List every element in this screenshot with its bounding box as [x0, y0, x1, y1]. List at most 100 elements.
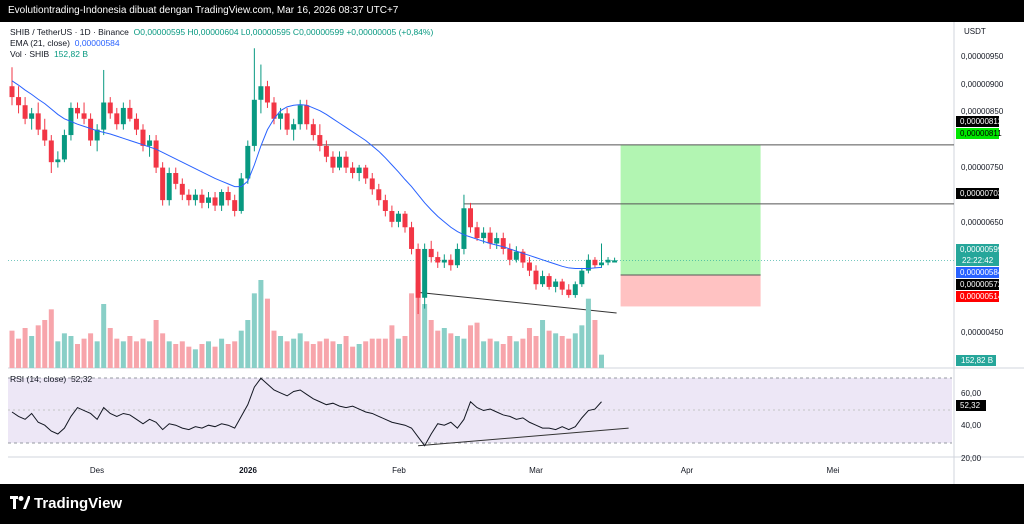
candle-body: [599, 262, 604, 266]
volume-bar: [101, 304, 107, 368]
candle-body: [592, 259, 598, 266]
candle-body: [520, 251, 526, 263]
chart-area[interactable]: USDT 0,00000950 0,00000900 0,00000850 0,…: [0, 22, 1024, 484]
rsi-tick: 60,00: [961, 389, 982, 398]
candle-body: [278, 113, 284, 119]
long-position-loss-zone: [620, 274, 761, 307]
legend-ohlc-row[interactable]: SHIB / TetherUS · 1D · Binance O0,000005…: [10, 27, 433, 37]
rsi-tick: 40,00: [961, 421, 982, 430]
price-tick: 0,00000900: [961, 80, 1004, 89]
volume-bar: [468, 325, 473, 368]
volume-bar: [507, 336, 513, 368]
chart-attribution: Evolutiontrading-Indonesia dibuat dengan…: [8, 5, 399, 16]
tag-ema: 0,00000584: [956, 267, 1003, 278]
candle-body: [48, 140, 54, 163]
volume-bar: [422, 304, 428, 368]
volume-bar: [402, 336, 408, 368]
candle-body: [585, 259, 591, 271]
volume-bar: [297, 333, 303, 368]
volume-bar: [520, 338, 526, 368]
candle-body: [566, 289, 572, 296]
candle-body: [232, 200, 238, 211]
legend-rsi-row[interactable]: RSI (14, close) 52,32: [10, 374, 92, 384]
svg-text:0,00000572: 0,00000572: [960, 280, 1003, 289]
volume-bar: [173, 344, 179, 368]
candle-body: [500, 238, 506, 249]
candle-body: [494, 238, 500, 244]
legend-rsi-value: 52,32: [70, 374, 93, 384]
volume-bar: [540, 320, 546, 368]
volume-bar: [409, 293, 415, 368]
candle-body: [245, 145, 251, 179]
long-position-profit-zone: [620, 144, 761, 275]
candle-body: [461, 208, 467, 249]
tradingview-logo-icon: [10, 496, 30, 509]
candle-body: [376, 189, 382, 201]
currency-label: USDT: [964, 27, 986, 36]
volume-bar: [35, 325, 41, 368]
tag-countdown: 22:22:42: [956, 255, 999, 266]
candle-body: [395, 213, 401, 222]
volume-bar: [291, 338, 297, 368]
volume-bar: [120, 341, 126, 368]
volume-bar: [474, 322, 480, 368]
volume-bar: [369, 338, 375, 368]
candle-body: [612, 260, 618, 263]
candle-body: [173, 173, 179, 184]
volume-bar: [199, 344, 205, 368]
legend-vol-row[interactable]: Vol · SHIB 152,82 B: [10, 49, 88, 59]
candle-body: [22, 105, 28, 119]
legend-vol-label: Vol · SHIB: [10, 49, 50, 59]
candle-body: [369, 178, 375, 190]
candle-body: [94, 129, 100, 141]
time-tick: Apr: [681, 466, 694, 475]
volume-bar: [513, 341, 519, 368]
candle-body: [605, 259, 611, 263]
time-tick: Mar: [529, 466, 543, 475]
candle-body: [356, 167, 362, 174]
footer-bar: TradingView: [0, 484, 1024, 524]
candle-body: [441, 259, 447, 263]
volume-bar: [245, 320, 251, 368]
candle-body: [310, 124, 316, 136]
volume-bar: [323, 338, 329, 368]
volume-bar: [350, 346, 356, 368]
candle-body: [540, 276, 546, 285]
volume-bar: [592, 320, 598, 368]
volume-bar: [147, 341, 153, 368]
volume-bar: [481, 341, 487, 368]
candle-body: [546, 276, 552, 287]
rsi-line: [11, 377, 602, 447]
volume-bar: [395, 338, 401, 368]
time-tick: Des: [90, 466, 104, 475]
svg-text:0,00000584: 0,00000584: [960, 268, 1003, 277]
time-tick: Feb: [392, 466, 406, 475]
volume-bar: [206, 341, 211, 368]
candle-body: [206, 197, 211, 203]
volume-bar: [579, 325, 585, 368]
volume-bar: [9, 330, 15, 368]
candle-body: [127, 107, 133, 119]
candle-body: [474, 227, 480, 239]
volume-bar: [133, 341, 139, 368]
tag-target-price: 0,00000811: [956, 128, 1002, 139]
svg-text:0,00000514: 0,00000514: [960, 292, 1003, 301]
candle-body: [179, 183, 185, 195]
volume-bar: [310, 344, 316, 368]
time-tick: 2026: [239, 466, 257, 475]
candle-body: [61, 135, 67, 160]
volume-layer: [9, 280, 604, 368]
legend-rsi-label: RSI (14, close): [10, 374, 67, 384]
candle-body: [55, 159, 61, 163]
volume-bar: [317, 341, 323, 368]
candle-body: [323, 145, 329, 157]
volume-bar: [251, 293, 257, 368]
legend-ema-row[interactable]: EMA (21, close) 0,00000584: [10, 38, 120, 48]
candle-body: [448, 259, 454, 266]
volume-bar: [382, 338, 388, 368]
volume-bar: [29, 336, 35, 368]
candle-body: [337, 156, 342, 168]
chart-canvas[interactable]: USDT 0,00000950 0,00000900 0,00000850 0,…: [0, 22, 1024, 484]
candle-body: [16, 97, 22, 106]
candle-body: [402, 213, 408, 228]
